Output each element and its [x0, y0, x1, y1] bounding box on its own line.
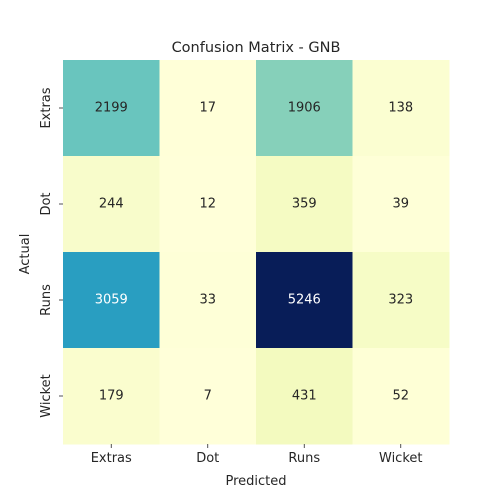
- x-axis: Extras Dot Runs Wicket: [91, 444, 423, 466]
- y-tick-label-dot: Dot: [39, 192, 54, 215]
- heatmap-cell-extras-wicket: [352, 60, 450, 157]
- heatmap-cell-runs-wicket: [352, 252, 450, 349]
- y-tick-label-wicket: Wicket: [39, 374, 54, 418]
- cell-value-label: 7: [204, 389, 212, 404]
- cell-value-label: 138: [388, 101, 413, 116]
- x-tick-label-extras: Extras: [91, 451, 132, 466]
- cell-value-label: 431: [292, 389, 317, 404]
- cell-value-label: 12: [199, 197, 216, 212]
- heatmap-cell-extras-extras: [63, 60, 160, 157]
- heatmap-cell-extras-runs: [256, 60, 353, 157]
- heatmap-cell-runs-extras: [63, 252, 160, 349]
- heatmap-cell-runs-runs: [256, 252, 353, 349]
- cell-value-label: 52: [392, 389, 409, 404]
- x-axis-label: Predicted: [225, 474, 286, 489]
- heatmap-cell-extras-dot: [159, 60, 257, 157]
- cell-value-label: 33: [199, 293, 216, 308]
- heatmap-cell-wicket-runs: [256, 348, 353, 445]
- y-axis-label: Actual: [18, 234, 33, 275]
- cell-value-label: 323: [388, 293, 413, 308]
- cell-value-labels: 2199 17 1906 138 244 12 359 39 3059 33 5246 323 179 7…: [95, 101, 413, 404]
- heatmap-cell-runs-dot: [159, 252, 257, 349]
- heatmap-cell-wicket-extras: [63, 348, 160, 445]
- heatmap-cell-dot-dot: [159, 156, 257, 253]
- y-axis: Extras Dot Runs Wicket: [39, 87, 63, 418]
- cell-value-label: 2199: [95, 101, 128, 116]
- heatmap-cell-wicket-wicket: [352, 348, 450, 445]
- cell-value-label: 5246: [288, 293, 321, 308]
- cell-value-label: 39: [392, 197, 409, 212]
- y-tick-label-extras: Extras: [39, 87, 54, 128]
- x-tick-label-dot: Dot: [196, 451, 219, 466]
- cell-value-label: 359: [292, 197, 317, 212]
- heatmap-cell-dot-extras: [63, 156, 160, 253]
- y-tick-label-runs: Runs: [39, 284, 54, 316]
- heatmap-cell-wicket-dot: [159, 348, 257, 445]
- chart-title: Confusion Matrix - GNB: [172, 40, 341, 56]
- x-tick-label-wicket: Wicket: [379, 451, 423, 466]
- heatmap-cells: [63, 60, 450, 445]
- cell-value-label: 179: [99, 389, 124, 404]
- cell-value-label: 17: [199, 101, 216, 116]
- cell-value-label: 244: [99, 197, 124, 212]
- cell-value-label: 3059: [95, 293, 128, 308]
- heatmap-cell-dot-wicket: [352, 156, 450, 253]
- cell-value-label: 1906: [288, 101, 321, 116]
- heatmap-cell-dot-runs: [256, 156, 353, 253]
- x-tick-label-runs: Runs: [288, 451, 320, 466]
